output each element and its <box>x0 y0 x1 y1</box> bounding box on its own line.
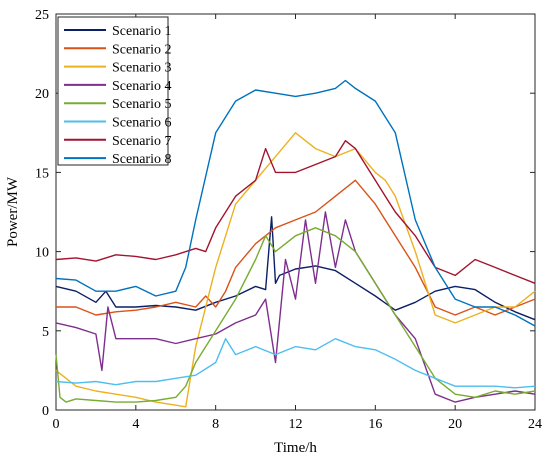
legend-label-6: Scenario 6 <box>112 116 171 131</box>
y-tick-label: 5 <box>42 325 49 340</box>
series-line-4 <box>55 211 536 403</box>
x-tick-label: 4 <box>132 417 139 432</box>
x-axis-label: Time/h <box>274 440 317 456</box>
y-tick-label: 15 <box>35 166 49 181</box>
ticks-group: 0 4 8 12 16 20 24 0 5 10 15 20 25 <box>35 8 542 432</box>
series-line-1 <box>55 216 536 321</box>
y-tick-label: 0 <box>42 404 49 419</box>
legend-label-5: Scenario 5 <box>112 97 171 112</box>
x-tick-label: 16 <box>368 417 382 432</box>
y-tick-label: 20 <box>35 87 49 102</box>
series-line-2 <box>56 179 536 316</box>
x-tick-label: 8 <box>212 417 219 432</box>
x-tick-label: 24 <box>528 417 542 432</box>
series-line-7 <box>55 139 536 284</box>
x-tick-label: 20 <box>448 417 462 432</box>
y-tick-label: 10 <box>35 246 49 261</box>
legend-label-3: Scenario 3 <box>112 61 171 76</box>
series-group <box>55 79 536 408</box>
series-line-8 <box>55 79 536 327</box>
y-tick-label: 25 <box>35 8 49 23</box>
legend-label-4: Scenario 4 <box>112 79 171 94</box>
series-line-6 <box>55 338 536 389</box>
legend-label-2: Scenario 2 <box>112 42 171 57</box>
legend-label-8: Scenario 8 <box>112 152 171 167</box>
y-axis-label: Power/MW <box>5 176 21 247</box>
x-tick-label: 12 <box>289 417 303 432</box>
series-line-5 <box>55 227 536 403</box>
legend: Scenario 1 Scenario 2 Scenario 3 Scenario 4… <box>57 16 171 167</box>
legend-label-7: Scenario 7 <box>112 134 171 149</box>
legend-label-1: Scenario 1 <box>112 24 171 39</box>
x-tick-label: 0 <box>53 417 60 432</box>
series-line-3 <box>55 132 536 408</box>
